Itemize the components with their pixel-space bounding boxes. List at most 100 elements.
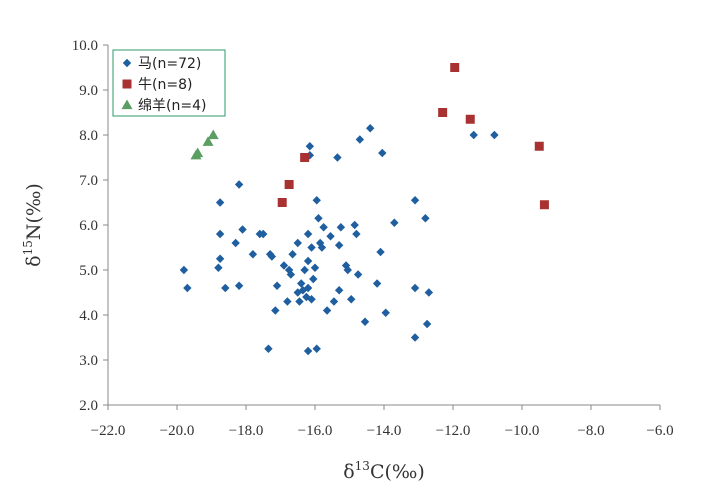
data-points: [179, 63, 549, 356]
diamond-point: [279, 261, 289, 270]
diamond-point: [283, 297, 292, 306]
diamond-point: [422, 319, 432, 329]
diamond-point: [179, 265, 189, 275]
series-square: [277, 63, 549, 210]
diamond-point: [326, 232, 335, 241]
diamond-point: [347, 295, 356, 304]
x-tick-label: −16.0: [298, 423, 333, 439]
diamond-point: [315, 238, 325, 248]
y-axis-title: δ15N(‰): [21, 183, 45, 267]
diamond-point: [353, 270, 363, 279]
diamond-point: [221, 283, 230, 293]
diamond-point: [390, 218, 399, 227]
triangle-point: [192, 147, 204, 158]
square-point: [277, 198, 287, 207]
diamond-point: [264, 344, 273, 353]
diamond-point: [378, 148, 387, 158]
y-tick-labels: 2.0 3.0 4.0 5.0 6.0 7.0 8.0 9.0 10.0: [72, 38, 108, 414]
diamond-point: [410, 333, 420, 342]
x-tick-label: −20.0: [160, 423, 195, 439]
square-point: [539, 200, 549, 210]
diamond-point: [381, 308, 390, 317]
diamond-point: [297, 279, 306, 288]
diamond-point: [238, 225, 247, 234]
diamond-point: [334, 241, 344, 250]
triangle-point: [202, 136, 214, 146]
x-tick-label: −18.0: [229, 423, 264, 439]
diamond-point: [350, 220, 359, 230]
y-tick-label: 7.0: [79, 173, 98, 189]
diamond-point: [303, 346, 313, 356]
diamond-point: [329, 297, 339, 306]
y-tick-label: 9.0: [79, 83, 98, 99]
diamond-point: [303, 256, 313, 266]
y-tick-label: 3.0: [79, 353, 98, 369]
x-tick-label: −8.0: [577, 423, 604, 439]
diamond-point: [295, 297, 304, 306]
diamond-point: [334, 286, 344, 295]
diamond-point: [333, 153, 342, 162]
diamond-point: [234, 281, 244, 290]
diamond-point: [305, 151, 315, 160]
diamond-point: [366, 124, 375, 133]
diamond-point: [259, 229, 268, 239]
y-tick-label: 6.0: [79, 218, 98, 234]
diamond-point: [314, 214, 323, 223]
diamond-point: [410, 196, 420, 205]
square-point: [450, 63, 460, 72]
legend-box: [112, 49, 226, 117]
legend-triangle-icon: [121, 99, 133, 110]
legend-entry: 绵羊(n=4): [138, 97, 206, 114]
diamond-point: [352, 229, 361, 239]
y-tick-label: 10.0: [72, 38, 98, 54]
legend-square-icon: [122, 79, 132, 89]
y-tick-label: 8.0: [79, 128, 98, 144]
diamond-point: [307, 243, 316, 252]
square-point: [534, 141, 544, 151]
diamond-point: [319, 223, 328, 232]
diamond-point: [372, 279, 382, 288]
x-tick-label: −22.0: [91, 423, 126, 439]
square-point: [300, 153, 310, 162]
x-tick-label: −6.0: [646, 423, 673, 439]
diamond-point: [355, 135, 365, 144]
diamond-point: [317, 243, 327, 252]
diamond-point: [234, 180, 244, 189]
diamond-point: [360, 317, 370, 326]
diamond-point: [307, 295, 316, 304]
diamond-point: [286, 270, 296, 279]
series-diamond: [179, 124, 499, 356]
diamond-point: [293, 238, 302, 248]
diamond-point: [231, 238, 240, 248]
triangle-point: [207, 129, 219, 140]
diamond-point: [271, 306, 280, 315]
square-point: [284, 180, 294, 189]
diamond-point: [267, 252, 277, 261]
diamond-point: [272, 281, 282, 290]
diamond-point: [312, 344, 321, 353]
diamond-point: [410, 283, 420, 293]
diamond-point: [376, 247, 385, 257]
diamond-point: [310, 263, 320, 272]
square-point: [438, 108, 448, 117]
diamond-point: [336, 223, 346, 232]
x-tick-label: −10.0: [505, 423, 540, 439]
diamond-point: [312, 196, 321, 205]
square-point: [465, 114, 475, 124]
y-tick-label: 4.0: [79, 308, 98, 324]
diamond-point: [215, 229, 225, 239]
diamond-point: [469, 130, 478, 140]
y-tick-label: 5.0: [79, 263, 98, 279]
diamond-point: [490, 130, 499, 140]
x-tick-labels: −22.0 −20.0 −18.0 −16.0 −14.0 −12.0 −10.0 −8.0 −…: [91, 405, 674, 439]
legend: 马(n=72) 牛(n=8) 绵羊(n=4): [112, 49, 226, 117]
legend-diamond-icon: [122, 58, 132, 68]
legend-entry: 马(n=72): [138, 56, 201, 72]
diamond-point: [183, 283, 192, 293]
diamond-point: [343, 265, 352, 275]
diamond-point: [215, 254, 225, 263]
diamond-point: [300, 265, 309, 275]
x-tick-label: −12.0: [436, 423, 471, 439]
diamond-point: [248, 250, 258, 259]
